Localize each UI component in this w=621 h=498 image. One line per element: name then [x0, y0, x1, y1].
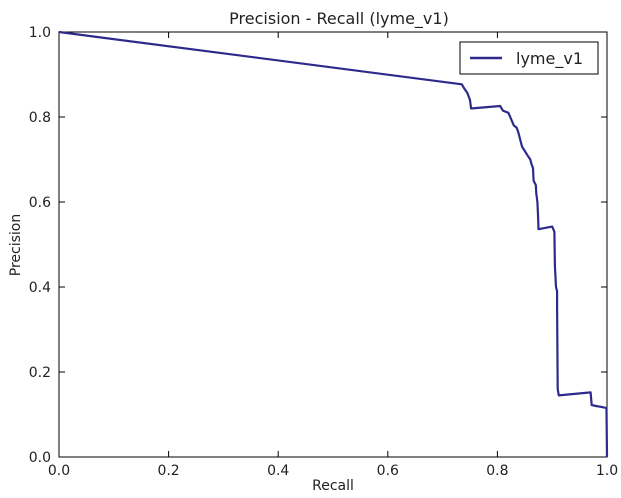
y-tick-label: 1.0	[29, 25, 51, 41]
x-tick-label: 0.2	[157, 463, 179, 479]
y-tick-label: 0.8	[29, 110, 51, 126]
legend-label: lyme_v1	[516, 49, 583, 69]
series-line-lyme_v1	[58, 30, 609, 458]
y-tick-label: 0.6	[29, 195, 51, 211]
x-tick-label: 0.0	[48, 463, 70, 479]
y-tick-label: 0.4	[29, 280, 51, 296]
y-tick-label: 0.0	[29, 450, 51, 466]
x-tick-label: 0.6	[377, 463, 399, 479]
chart-title: Precision - Recall (lyme_v1)	[229, 9, 449, 29]
plot-frame	[58, 31, 608, 458]
y-tick-label: 0.2	[29, 365, 51, 381]
x-tick-label: 1.0	[596, 463, 618, 479]
x-axis-label: Recall	[312, 478, 354, 494]
x-tick-label: 0.4	[267, 463, 289, 479]
y-axis-label: Precision	[8, 214, 24, 276]
x-tick-label: 0.8	[486, 463, 508, 479]
